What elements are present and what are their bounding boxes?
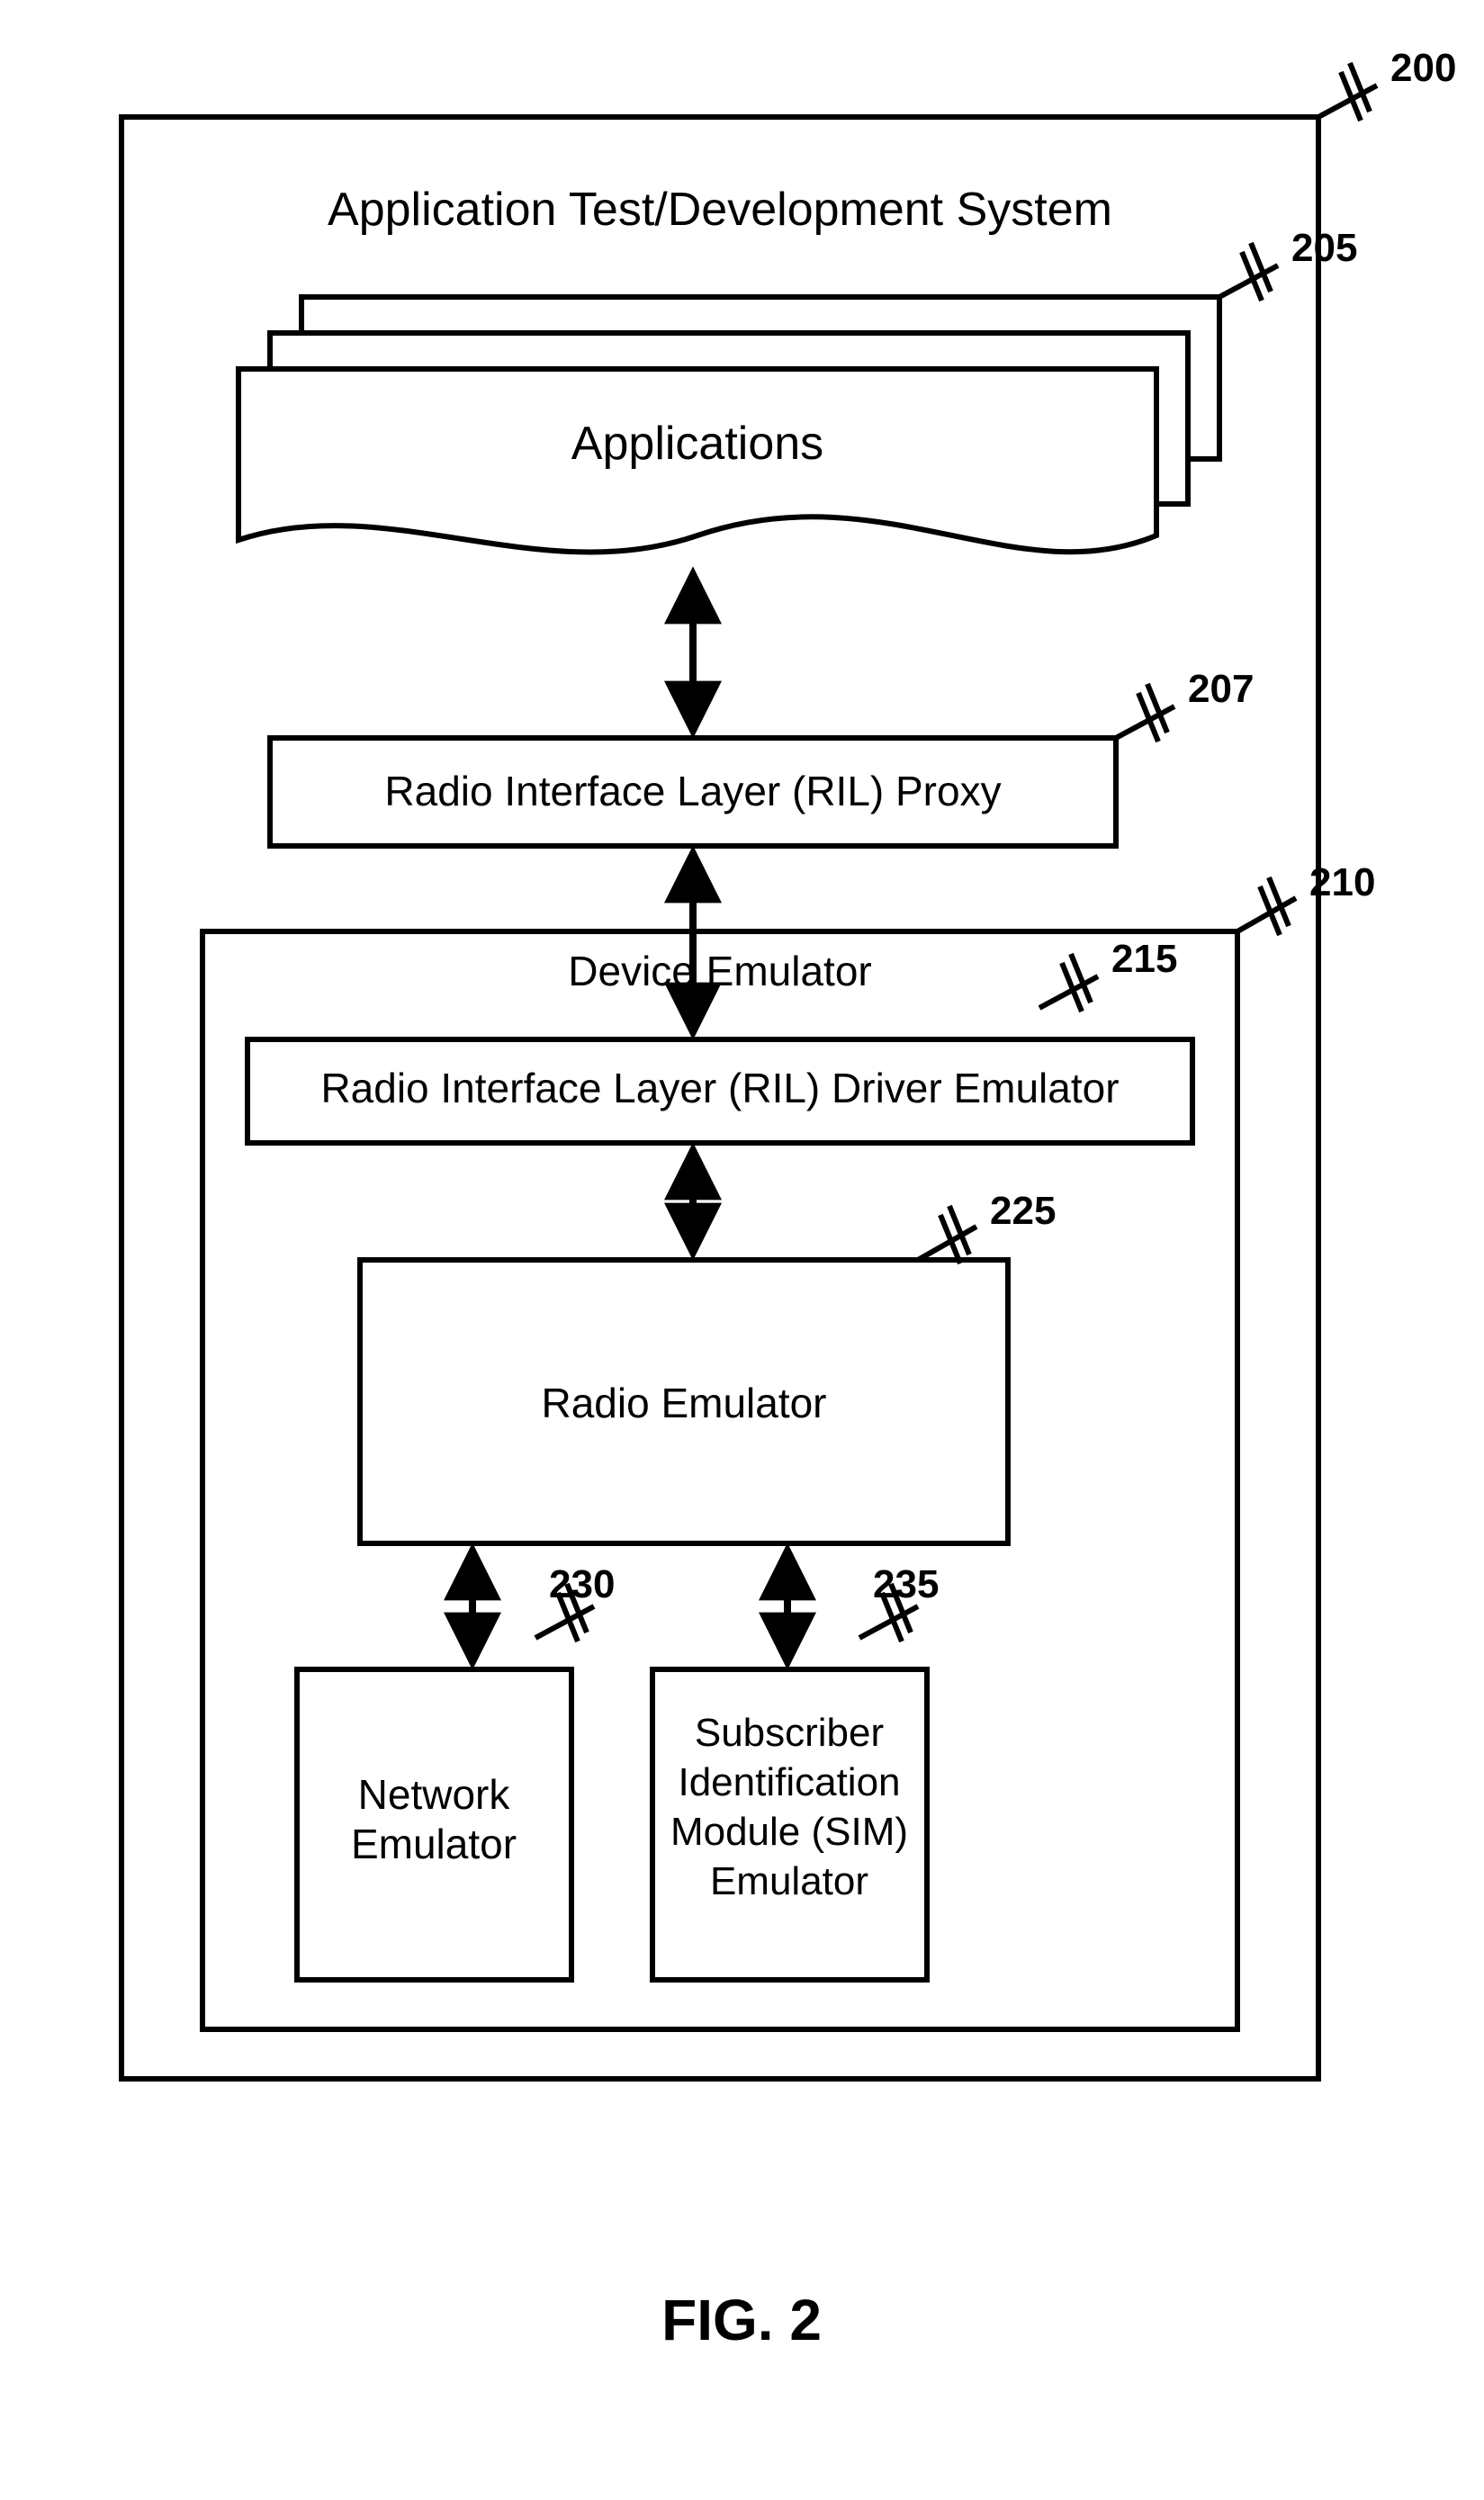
ref-235-label: 235 bbox=[873, 1562, 939, 1606]
ref-207-label: 207 bbox=[1188, 667, 1254, 711]
ref-230-label: 230 bbox=[549, 1562, 615, 1606]
ril-proxy-label: Radio Interface Layer (RIL) Proxy bbox=[384, 768, 1001, 814]
sim-emulator-label-3: Module (SIM) bbox=[670, 1810, 908, 1854]
sim-emulator-label-4: Emulator bbox=[710, 1859, 868, 1903]
ref-215: 215 bbox=[1039, 937, 1177, 1012]
applications-group: Applications bbox=[238, 297, 1219, 552]
network-emulator-label-1: Network bbox=[358, 1771, 511, 1818]
ref-230: 230 bbox=[535, 1562, 615, 1641]
figure-title: FIG. 2 bbox=[661, 2288, 822, 2352]
figure-svg: Application Test/Development System 200 … bbox=[0, 0, 1484, 2500]
sim-emulator-label-1: Subscriber bbox=[695, 1711, 884, 1755]
ref-235: 235 bbox=[859, 1562, 939, 1641]
ref-200: 200 bbox=[1318, 46, 1456, 121]
ref-225: 225 bbox=[918, 1189, 1056, 1263]
system-title: Application Test/Development System bbox=[328, 184, 1112, 236]
ref-205-label: 205 bbox=[1291, 226, 1357, 270]
network-emulator-label-2: Emulator bbox=[351, 1821, 517, 1867]
ref-225-label: 225 bbox=[990, 1189, 1056, 1233]
ref-200-label: 200 bbox=[1390, 46, 1456, 90]
applications-label: Applications bbox=[571, 418, 823, 470]
sim-emulator-label-2: Identification bbox=[678, 1760, 900, 1804]
device-emulator-label: Device Emulator bbox=[568, 948, 871, 994]
ref-215-label: 215 bbox=[1111, 937, 1177, 981]
radio-emulator-label: Radio Emulator bbox=[541, 1380, 826, 1426]
ref-210-label: 210 bbox=[1309, 860, 1375, 904]
ref-207: 207 bbox=[1116, 667, 1254, 742]
ref-205: 205 bbox=[1219, 226, 1357, 301]
ref-210: 210 bbox=[1237, 860, 1375, 935]
ril-driver-label: Radio Interface Layer (RIL) Driver Emula… bbox=[320, 1065, 1119, 1111]
